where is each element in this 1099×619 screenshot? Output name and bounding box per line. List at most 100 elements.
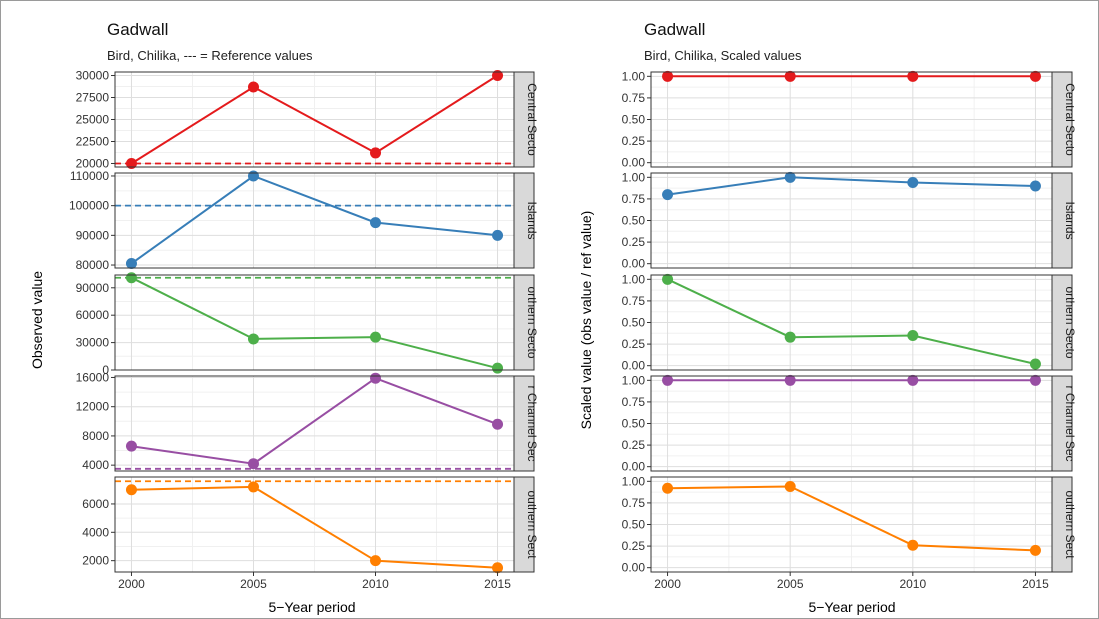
data-point [784, 171, 796, 183]
data-point [1029, 180, 1041, 192]
data-point [1029, 374, 1041, 386]
facet-strip-label: Islands [525, 201, 539, 239]
data-point [125, 157, 137, 169]
y-tick-label: 0.00 [622, 359, 646, 373]
data-point [370, 147, 382, 159]
right-y-axis-title: Scaled value (obs value / ref value) [578, 211, 594, 430]
y-tick-label: 0.50 [622, 214, 646, 228]
data-point [492, 562, 504, 574]
y-tick-label: 0.00 [622, 257, 646, 271]
facet-strip [1051, 375, 1073, 472]
facet-strip-label: Central Secto [1063, 83, 1077, 156]
series-line-right-2 [667, 278, 1036, 365]
data-point [784, 481, 796, 492]
data-point [662, 189, 674, 201]
facet-strip-label: outhern Sect [1063, 490, 1077, 559]
y-tick-label: 1.00 [622, 272, 646, 286]
x-tick-label: 2000 [654, 577, 681, 591]
data-point [662, 482, 674, 494]
y-tick-label: 30000 [76, 336, 110, 350]
y-tick-label: 0.75 [622, 496, 646, 510]
y-tick-label: 0.25 [622, 235, 646, 249]
y-tick-label: 0.00 [622, 156, 646, 170]
data-point [907, 329, 919, 341]
y-tick-label: 4000 [82, 525, 109, 539]
y-tick-label: 0.75 [622, 294, 646, 308]
data-point [1029, 358, 1041, 370]
y-tick-label: 0.50 [622, 113, 646, 127]
y-tick-label: 0.50 [622, 518, 646, 532]
series-line-left-3 [131, 377, 498, 465]
left-chart-subtitle: Bird, Chilika, --- = Reference values [107, 48, 313, 63]
data-point [125, 272, 137, 284]
y-tick-label: 12000 [76, 400, 110, 414]
y-tick-label: 100000 [69, 199, 109, 213]
y-tick-label: 1.00 [622, 474, 646, 488]
series-line-left-0 [130, 74, 499, 165]
data-point [247, 481, 259, 493]
data-point [492, 418, 504, 430]
x-tick-label: 2005 [240, 577, 267, 591]
series-line-left-2 [131, 276, 498, 370]
series-line-right-4 [667, 485, 1036, 552]
y-tick-label: 22500 [76, 134, 110, 148]
data-point [247, 333, 259, 345]
y-tick-label: 16000 [76, 370, 110, 384]
right-chart-subtitle: Bird, Chilika, Scaled values [644, 48, 802, 63]
data-point [907, 374, 919, 386]
x-tick-label: 2015 [484, 577, 511, 591]
y-tick-label: 0.50 [622, 316, 646, 330]
y-tick-label: 2000 [82, 554, 109, 568]
facet-strip [513, 274, 535, 371]
y-tick-label: 60000 [76, 308, 110, 322]
right-chart-title: Gadwall [644, 20, 706, 39]
facet-strip-label: orthern Secto [1063, 286, 1077, 358]
data-point [1029, 544, 1041, 556]
y-tick-label: 0.50 [622, 417, 646, 431]
y-tick-label: 0.00 [622, 561, 646, 575]
facet-strip-label: r Channel Sec [1063, 385, 1077, 461]
data-point [125, 484, 137, 496]
y-tick-label: 90000 [76, 281, 110, 295]
y-tick-label: 0.75 [622, 192, 646, 206]
right-x-axis-title: 5−Year period [808, 599, 895, 615]
y-tick-label: 27500 [76, 91, 110, 105]
series-line-left-4 [131, 485, 498, 569]
y-tick-label: 6000 [82, 497, 109, 511]
data-point [662, 374, 674, 386]
y-tick-label: 1.00 [622, 373, 646, 387]
facet-strip-label: orthern Secto [525, 286, 539, 358]
facet-strip [1051, 476, 1073, 573]
left-y-axis-title: Observed value [29, 271, 45, 369]
y-tick-label: 20000 [76, 156, 110, 170]
data-point [370, 555, 382, 567]
y-tick-label: 80000 [76, 258, 110, 272]
left-chart-title: Gadwall [107, 20, 169, 39]
data-point [125, 440, 137, 452]
data-point [247, 170, 259, 182]
x-tick-label: 2000 [118, 577, 145, 591]
facet-strip [513, 476, 535, 573]
x-tick-label: 2010 [362, 577, 389, 591]
data-point [662, 273, 674, 285]
facet-strip [513, 71, 535, 168]
y-tick-label: 4000 [82, 458, 109, 472]
y-tick-label: 1.00 [622, 170, 646, 184]
series-line-right-1 [667, 176, 1036, 196]
facet-strip [1051, 71, 1073, 168]
y-tick-label: 0.00 [622, 460, 646, 474]
data-point [125, 258, 137, 270]
left-x-axis-title: 5−Year period [268, 599, 355, 615]
facet-strip-label: Central Secto [525, 83, 539, 156]
x-tick-label: 2010 [899, 577, 926, 591]
y-tick-label: 110000 [70, 169, 109, 183]
y-tick-label: 90000 [76, 228, 110, 242]
facet-strip [1051, 274, 1073, 371]
data-point [1029, 70, 1041, 82]
data-point [662, 70, 674, 82]
data-point [784, 70, 796, 82]
data-point [907, 177, 919, 188]
data-point [247, 458, 259, 470]
y-tick-label: 25000 [76, 113, 110, 127]
data-point [370, 372, 382, 384]
